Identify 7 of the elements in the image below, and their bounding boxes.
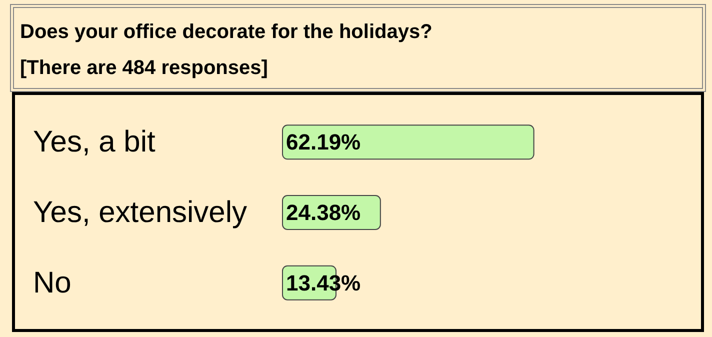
y-tick-label: No: [33, 266, 72, 300]
chart-title: Does your office decorate for the holidays?: [20, 20, 432, 45]
data-label: 62.19%: [286, 130, 361, 155]
y-tick-label: Yes, a bit: [33, 126, 156, 159]
chart-subtitle: [There are 484 responses]: [20, 56, 269, 81]
y-tick-label: Yes, extensively: [33, 196, 248, 229]
data-label: 24.38%: [286, 200, 361, 225]
